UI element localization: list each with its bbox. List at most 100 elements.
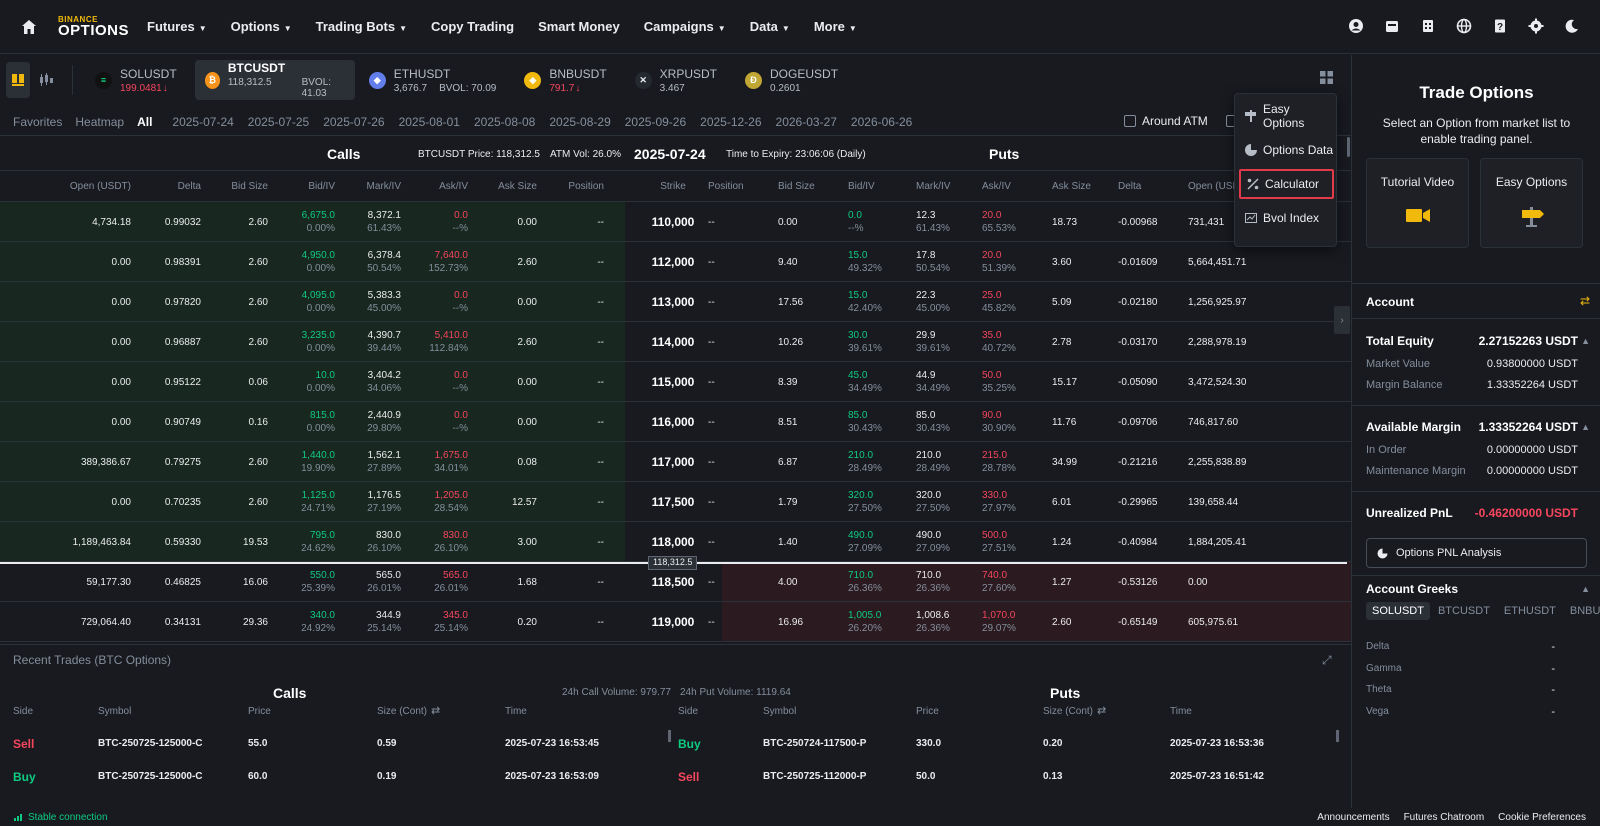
put-cell-p_bid[interactable]: 710.0 26.36% (848, 569, 882, 595)
call-cell-c_asksz[interactable]: 12.57 (511, 497, 537, 508)
ticker-dogeusdt[interactable]: Ð DOGEUSDT 0.2601 (735, 60, 848, 100)
put-cell-p_bidsz[interactable]: 4.00 (778, 577, 798, 588)
call-cell-c_bidsz[interactable]: 2.60 (248, 297, 268, 308)
expiry-tab-2025-07-25[interactable]: 2025-07-25 (247, 114, 310, 129)
put-cell-p_bid[interactable]: 0.0 --% (848, 209, 864, 235)
put-cell-p_bid[interactable]: 30.0 39.61% (848, 329, 882, 355)
put-cell-p_bidsz[interactable]: 9.40 (778, 257, 798, 268)
put-cell-p_ask[interactable]: 20.0 65.53% (982, 209, 1016, 235)
put-cell-p_asksz[interactable]: 1.27 (1052, 577, 1072, 588)
call-cell-c_pos[interactable]: -- (597, 257, 604, 268)
put-cell-p_ask[interactable]: 740.0 27.60% (982, 569, 1016, 595)
call-cell-c_delta[interactable]: 0.96887 (164, 337, 201, 348)
trade-symbol[interactable]: BTC-250724-117500-P (763, 738, 867, 749)
greeks-tab-btcusdt[interactable]: BTCUSDT (1437, 605, 1490, 617)
call-cell-c_delta[interactable]: 0.95122 (164, 377, 201, 388)
around-atm-filter[interactable]: Around ATM (1124, 114, 1238, 128)
call-cell-c_ask[interactable]: 7,640.0 152.73% (429, 249, 468, 275)
expiry-tab-2025-09-26[interactable]: 2025-09-26 (624, 114, 687, 129)
options-pnl-analysis-button[interactable]: Options PNL Analysis (1366, 538, 1587, 568)
put-cell-p_asksz[interactable]: 1.24 (1052, 537, 1072, 548)
call-cell-c_bid[interactable]: 4,950.0 0.00% (302, 249, 335, 275)
menu-item-easy-options[interactable]: Easy Options (1239, 101, 1334, 131)
nav-item-smart-money[interactable]: Smart Money (538, 19, 620, 34)
trade-side[interactable]: Sell (13, 737, 35, 751)
put-cell-p_delta[interactable]: -0.00968 (1118, 217, 1158, 228)
grid-menu-icon[interactable] (1320, 71, 1334, 85)
call-cell-c_mark[interactable]: 2,440.9 29.80% (367, 409, 401, 435)
collapse-panel-icon[interactable]: › (1334, 306, 1350, 334)
binance-options-logo[interactable]: BINANCE OPTIONS (58, 15, 129, 39)
calls-trades-scrollbar[interactable] (668, 730, 671, 742)
put-cell-p_ask[interactable]: 500.0 27.51% (982, 529, 1016, 555)
put-cell-p_bid[interactable]: 210.0 28.49% (848, 449, 882, 475)
call-cell-c_open[interactable]: 59,177.30 (86, 577, 132, 588)
put-cell-p_ask[interactable]: 25.0 45.82% (982, 289, 1016, 315)
put-cell-p_open[interactable]: 2,255,838.89 (1188, 457, 1247, 468)
nav-item-options[interactable]: Options ▼ (231, 19, 292, 34)
put-cell-p_bidsz[interactable]: 0.00 (778, 217, 798, 228)
call-cell-c_asksz[interactable]: 3.00 (517, 537, 537, 548)
put-cell-p_open[interactable]: 2,288,978.19 (1188, 337, 1247, 348)
call-cell-c_asksz[interactable]: 0.00 (517, 417, 537, 428)
call-cell-c_bidsz[interactable]: 2.60 (248, 257, 268, 268)
call-cell-c_ask[interactable]: 0.0 --% (452, 209, 468, 235)
call-cell-c_delta[interactable]: 0.79275 (164, 457, 201, 468)
call-cell-c_ask[interactable]: 830.0 26.10% (434, 529, 468, 555)
call-cell-c_open[interactable]: 0.00 (111, 377, 131, 388)
greeks-tab-solusdt[interactable]: SOLUSDT (1366, 602, 1430, 620)
put-cell-p_ask[interactable]: 1,070.0 29.07% (982, 609, 1016, 635)
expiry-tab-2026-06-26[interactable]: 2026-06-26 (850, 114, 913, 129)
expiry-tab-2025-08-01[interactable]: 2025-08-01 (398, 114, 460, 129)
chart-view-icon[interactable] (34, 62, 58, 98)
expiry-tab-2025-12-26[interactable]: 2025-12-26 (700, 114, 762, 129)
greeks-tab-ethusdt[interactable]: ETHUSDT (1503, 605, 1556, 617)
easy-options-card[interactable]: Easy Options (1480, 158, 1583, 248)
put-cell-p_bid[interactable]: 320.0 27.50% (848, 489, 882, 515)
put-cell-p_delta[interactable]: -0.01609 (1118, 257, 1158, 268)
put-cell-p_ask[interactable]: 20.0 51.39% (982, 249, 1016, 275)
put-cell-p_mark[interactable]: 320.0 27.50% (916, 489, 950, 515)
tutorial-video-card[interactable]: Tutorial Video (1366, 158, 1469, 248)
call-cell-c_mark[interactable]: 4,390.7 39.44% (367, 329, 401, 355)
call-cell-c_pos[interactable]: -- (597, 377, 604, 388)
chevron-up-icon[interactable]: ▲ (1581, 336, 1590, 346)
call-cell-c_bid[interactable]: 795.0 24.62% (301, 529, 335, 555)
put-cell-p_pos[interactable]: -- (708, 457, 715, 468)
call-cell-c_mark[interactable]: 5,383.3 45.00% (367, 289, 401, 315)
put-cell-p_pos[interactable]: -- (708, 257, 715, 268)
put-cell-p_bid[interactable]: 15.0 49.32% (848, 249, 882, 275)
put-cell-p_pos[interactable]: -- (708, 497, 715, 508)
call-cell-c_bidsz[interactable]: 2.60 (248, 337, 268, 348)
call-cell-c_bid[interactable]: 815.0 0.00% (307, 409, 335, 435)
home-icon[interactable] (0, 18, 58, 36)
trade-side[interactable]: Buy (13, 770, 36, 784)
put-cell-p_mark[interactable]: 490.0 27.09% (916, 529, 950, 555)
expiry-tab-2025-07-26[interactable]: 2025-07-26 (323, 114, 385, 129)
call-cell-c_bid[interactable]: 550.0 25.39% (301, 569, 335, 595)
put-cell-p_bidsz[interactable]: 8.51 (778, 417, 798, 428)
tab-heatmap[interactable]: Heatmap (75, 114, 125, 129)
put-cell-p_bid[interactable]: 490.0 27.09% (848, 529, 882, 555)
put-cell-p_asksz[interactable]: 6.01 (1052, 497, 1072, 508)
call-cell-c_ask[interactable]: 1,675.0 34.01% (434, 449, 468, 475)
call-cell-c_pos[interactable]: -- (597, 497, 604, 508)
nav-item-copy-trading[interactable]: Copy Trading (431, 19, 514, 34)
put-cell-p_delta[interactable]: -0.02180 (1118, 297, 1158, 308)
put-cell-p_open[interactable]: 1,884,205.41 (1188, 537, 1247, 548)
wallet-icon[interactable] (1382, 16, 1402, 36)
call-cell-c_mark[interactable]: 344.9 25.14% (367, 609, 401, 635)
call-cell-c_open[interactable]: 389,386.67 (80, 457, 131, 468)
nav-item-data[interactable]: Data ▼ (750, 19, 790, 34)
call-cell-c_delta[interactable]: 0.98391 (164, 257, 201, 268)
put-cell-p_ask[interactable]: 330.0 27.97% (982, 489, 1016, 515)
put-cell-p_pos[interactable]: -- (708, 377, 715, 388)
tab-all[interactable]: All (137, 114, 153, 129)
call-cell-c_bidsz[interactable]: 29.36 (242, 617, 268, 628)
put-cell-p_bidsz[interactable]: 6.87 (778, 457, 798, 468)
transfer-icon[interactable]: ⇄ (1579, 294, 1590, 308)
call-cell-c_asksz[interactable]: 0.20 (517, 617, 537, 628)
put-cell-p_mark[interactable]: 17.8 50.54% (916, 249, 950, 275)
expiry-tab-2025-07-24[interactable]: 2025-07-24 (172, 114, 234, 129)
footer-link-announcements[interactable]: Announcements (1317, 811, 1390, 823)
